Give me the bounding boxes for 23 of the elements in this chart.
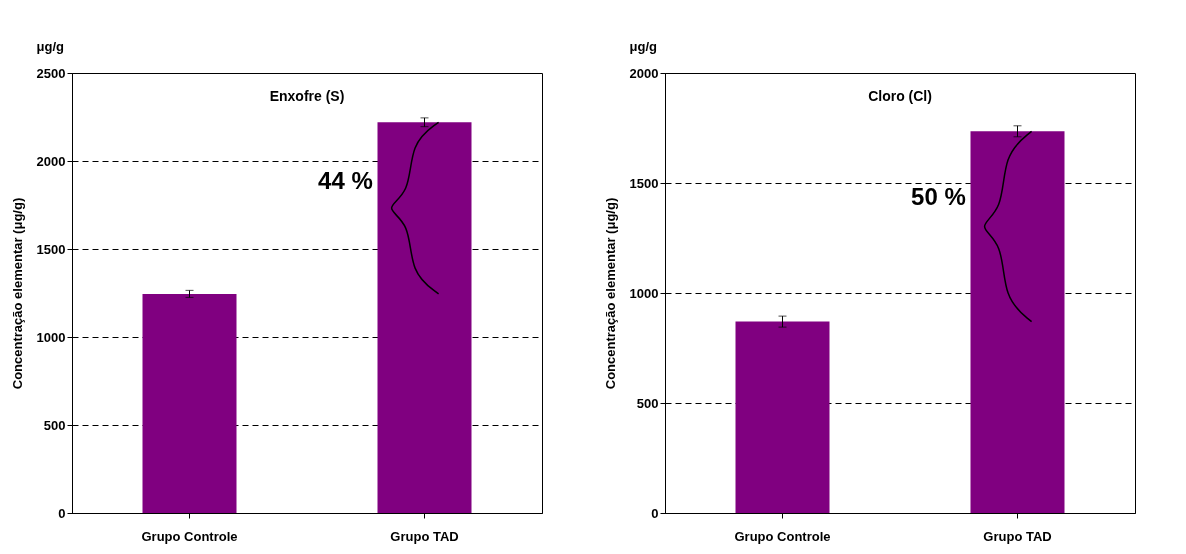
annotation: 44 % — [318, 167, 373, 195]
y-tick-label: 1500 — [36, 241, 66, 257]
y-tick-label: 500 — [636, 395, 659, 411]
text: μg/g — [36, 39, 65, 54]
text: μg/g — [629, 39, 658, 54]
y-tick-label: 0 — [651, 505, 659, 521]
y-tick-label: 2000 — [629, 65, 659, 81]
y-axis-title: Concentração elementar (μg/g) — [9, 197, 25, 390]
text: Cloro (Cl) — [868, 88, 932, 104]
y-tick-label: 0 — [58, 505, 66, 521]
y-axis-title: Concentração elementar (μg/g) — [602, 197, 618, 390]
y-tick-label: 1000 — [36, 329, 66, 345]
x-tick-label: Grupo Controle — [734, 528, 831, 544]
y-tick-label: 2000 — [36, 153, 66, 169]
x-tick-label: Grupo TAD — [390, 528, 459, 544]
text: Enxofre (S) — [269, 88, 345, 104]
y-tick-label: 1500 — [629, 175, 659, 191]
x-tick-label: Grupo Controle — [141, 528, 238, 544]
y-tick-label: 500 — [43, 417, 66, 433]
x-tick-label: Grupo TAD — [983, 528, 1052, 544]
y-tick-label: 2500 — [36, 65, 66, 81]
y-tick-label: 1000 — [629, 285, 659, 301]
annotation: 50 % — [911, 182, 966, 210]
